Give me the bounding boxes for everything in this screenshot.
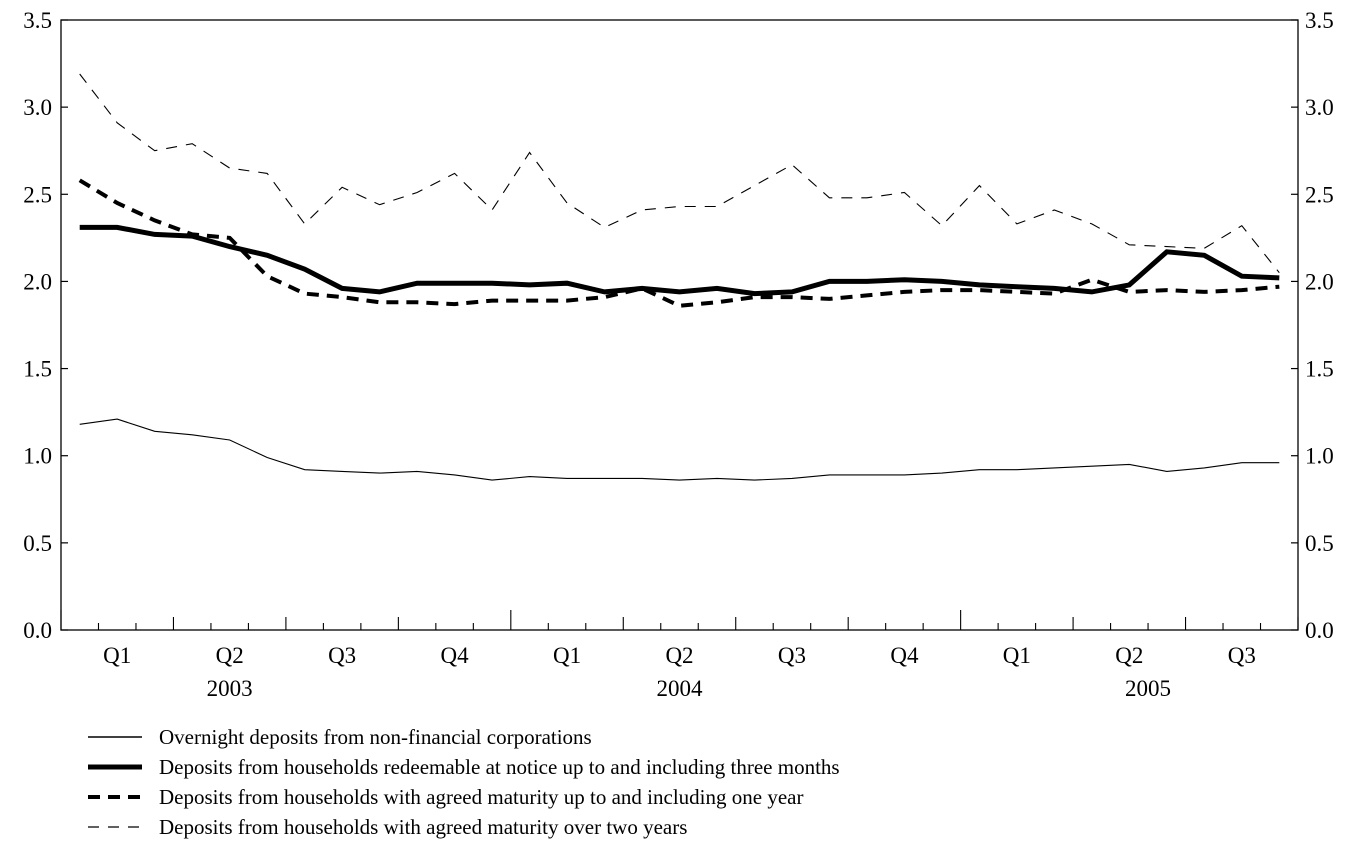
y-tick-label-right: 3.5 [1305,8,1334,33]
plot-border [60,19,1299,631]
series-line-thick-dashed [78,178,1280,308]
x-quarter-label: Q1 [553,643,581,668]
y-tick-label-right: 0.0 [1305,618,1334,643]
y-tick-label-right: 0.5 [1305,531,1334,556]
series-line-thin-solid [79,418,1280,481]
y-axis-ticks: 0.0 0.0 0.5 0.5 1.0 1.0 1.5 1.5 2.0 2.0 2.5 2.5 3.0 3… [23,8,1334,643]
y-tick-label-left: 1.5 [23,357,52,382]
x-year-label: 2005 [1125,676,1171,701]
y-tick-label-left: 3.0 [23,95,52,120]
y-tick-label-left: 2.0 [23,269,52,294]
legend-swatch-thick-solid [88,764,142,770]
x-year-label: 2004 [657,676,704,701]
x-quarter-label: Q2 [216,643,244,668]
y-tick-label-left: 2.5 [23,182,52,207]
y-tick-label-left: 3.5 [23,8,52,33]
legend-swatch-thick-dashed [88,795,142,799]
x-year-label: 2003 [207,676,253,701]
y-tick-label-left: 0.0 [23,618,52,643]
legend-label: Overnight deposits from non-financial co… [159,725,592,749]
x-quarter-label: Q4 [441,643,470,668]
series-lines [78,73,1280,481]
x-quarter-label: Q3 [778,643,806,668]
series-line-thin-dashed [79,73,1280,274]
line-chart: 0.0 0.0 0.5 0.5 1.0 1.0 1.5 1.5 2.0 2.0 2.5 2.5 3.0 3… [23,8,1334,701]
y-tick-label-right: 2.0 [1305,269,1334,294]
y-tick-label-left: 1.0 [23,444,52,469]
y-tick-label-right: 1.0 [1305,444,1334,469]
legend-swatch-thin-solid [88,736,142,738]
y-tick-label-right: 2.5 [1305,182,1334,207]
x-axis-ticks: Q1 Q2 Q3 Q4 Q1 Q2 Q3 Q4 Q1 Q2 Q3 2003 2004 2005 [60,610,1299,701]
plot-frame [60,19,1299,631]
x-quarter-label: Q3 [1228,643,1256,668]
x-quarter-label: Q3 [328,643,356,668]
x-quarter-label: Q2 [665,643,693,668]
x-quarter-label: Q1 [1003,643,1031,668]
y-tick-label-right: 3.0 [1305,95,1334,120]
legend-label: Deposits from households with agreed mat… [159,815,688,839]
legend-swatch-thin-dashed [88,826,142,828]
legend-label: Deposits from households with agreed mat… [159,785,804,809]
x-quarter-label: Q2 [1115,643,1143,668]
y-tick-label-right: 1.5 [1305,357,1334,382]
series-line-thick-solid [79,224,1280,297]
x-quarter-label: Q1 [103,643,131,668]
x-quarter-label: Q4 [890,643,919,668]
y-tick-label-left: 0.5 [23,531,52,556]
legend-label: Deposits from households redeemable at n… [159,755,840,779]
